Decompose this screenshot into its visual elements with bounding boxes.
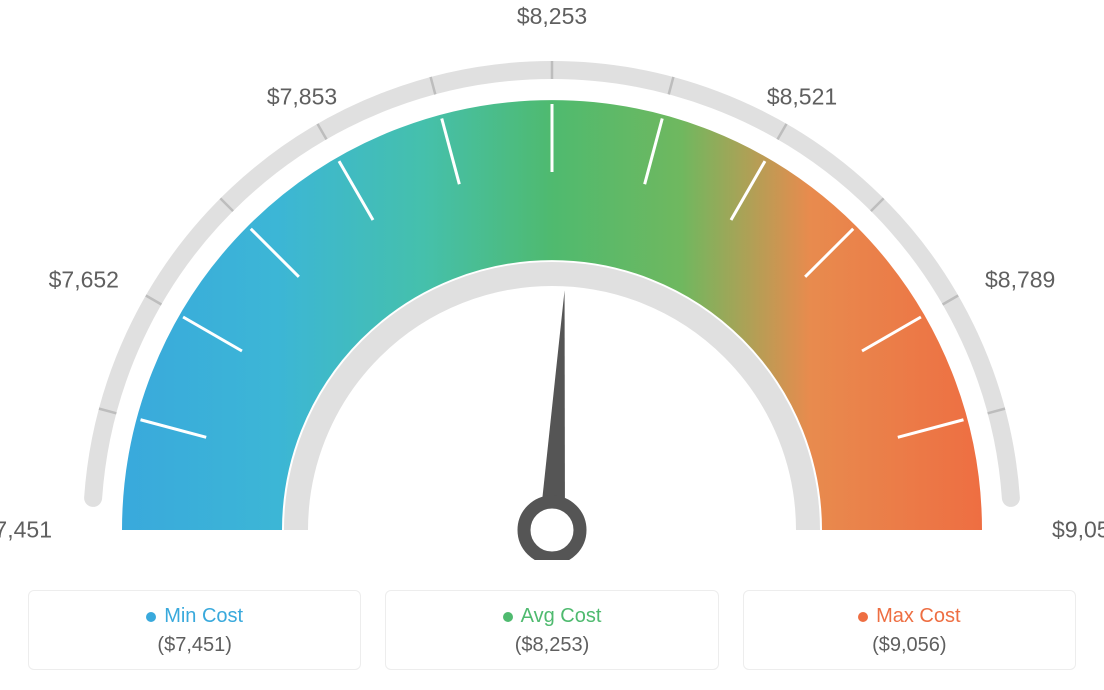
- legend-title: Avg Cost: [503, 605, 602, 628]
- legend-card: Max Cost ($9,056): [743, 590, 1076, 670]
- legend-row: Min Cost ($7,451) Avg Cost ($8,253) Max Cost…: [0, 590, 1104, 670]
- legend-dot-icon: [858, 612, 868, 622]
- gauge-tick-label: $9,056: [1052, 517, 1104, 544]
- gauge-tick-label: $8,789: [985, 267, 1055, 294]
- legend-value: ($9,056): [754, 634, 1065, 657]
- legend-title-text: Avg Cost: [521, 605, 602, 628]
- gauge-tick-label: $7,853: [267, 83, 337, 110]
- gauge-tick-label: $7,451: [0, 517, 52, 544]
- legend-card: Min Cost ($7,451): [28, 590, 361, 670]
- legend-dot-icon: [503, 612, 513, 622]
- legend-card: Avg Cost ($8,253): [385, 590, 718, 670]
- gauge-tick-label: $8,253: [517, 3, 587, 30]
- legend-value: ($8,253): [396, 634, 707, 657]
- legend-title: Min Cost: [146, 605, 243, 628]
- gauge-svg: [0, 0, 1104, 560]
- legend-title: Max Cost: [858, 605, 960, 628]
- gauge-tick-label: $8,521: [767, 83, 837, 110]
- gauge-area: $7,451 $7,652 $7,853 $8,253 $8,521 $8,789 $9,0…: [0, 0, 1104, 560]
- gauge-tick-label: $7,652: [49, 267, 119, 294]
- legend-dot-icon: [146, 612, 156, 622]
- legend-title-text: Min Cost: [164, 605, 243, 628]
- cost-gauge-container: $7,451 $7,652 $7,853 $8,253 $8,521 $8,789 $9,0…: [0, 0, 1104, 690]
- legend-value: ($7,451): [39, 634, 350, 657]
- legend-title-text: Max Cost: [876, 605, 960, 628]
